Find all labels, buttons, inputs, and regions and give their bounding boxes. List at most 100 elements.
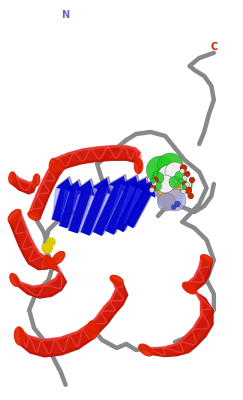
Polygon shape bbox=[93, 184, 113, 232]
Polygon shape bbox=[80, 178, 111, 236]
Polygon shape bbox=[20, 338, 93, 357]
Polygon shape bbox=[124, 181, 155, 228]
Ellipse shape bbox=[184, 284, 195, 292]
Circle shape bbox=[182, 176, 187, 180]
Polygon shape bbox=[139, 283, 213, 357]
Polygon shape bbox=[94, 174, 129, 234]
Circle shape bbox=[188, 193, 194, 199]
Circle shape bbox=[164, 189, 186, 211]
Circle shape bbox=[146, 156, 174, 184]
Ellipse shape bbox=[49, 158, 58, 174]
Ellipse shape bbox=[10, 274, 19, 286]
Polygon shape bbox=[151, 292, 213, 357]
Circle shape bbox=[152, 181, 157, 186]
Circle shape bbox=[158, 165, 180, 187]
Polygon shape bbox=[52, 178, 73, 222]
Circle shape bbox=[184, 171, 190, 177]
Circle shape bbox=[179, 178, 183, 183]
Circle shape bbox=[180, 169, 185, 174]
Ellipse shape bbox=[139, 344, 153, 356]
Ellipse shape bbox=[87, 321, 97, 339]
Polygon shape bbox=[53, 145, 141, 160]
Circle shape bbox=[149, 188, 154, 192]
Ellipse shape bbox=[9, 172, 16, 184]
Text: N: N bbox=[61, 10, 70, 20]
Ellipse shape bbox=[28, 212, 40, 220]
Circle shape bbox=[153, 177, 158, 183]
Circle shape bbox=[180, 164, 187, 172]
Polygon shape bbox=[115, 178, 148, 232]
Polygon shape bbox=[28, 163, 54, 214]
Circle shape bbox=[151, 178, 156, 183]
Text: C: C bbox=[210, 42, 217, 52]
Polygon shape bbox=[68, 180, 95, 234]
Polygon shape bbox=[86, 277, 128, 333]
Polygon shape bbox=[93, 176, 127, 236]
Circle shape bbox=[154, 167, 176, 189]
Ellipse shape bbox=[52, 162, 64, 170]
Polygon shape bbox=[194, 262, 212, 291]
Polygon shape bbox=[82, 176, 113, 234]
Circle shape bbox=[181, 189, 186, 194]
Ellipse shape bbox=[110, 275, 123, 285]
Circle shape bbox=[169, 176, 181, 188]
Polygon shape bbox=[28, 163, 64, 219]
Ellipse shape bbox=[14, 327, 25, 345]
Polygon shape bbox=[12, 182, 36, 194]
Polygon shape bbox=[19, 321, 93, 357]
Polygon shape bbox=[17, 267, 66, 298]
Polygon shape bbox=[139, 283, 202, 348]
Polygon shape bbox=[11, 256, 61, 288]
Circle shape bbox=[174, 201, 180, 207]
Polygon shape bbox=[106, 174, 141, 234]
Polygon shape bbox=[97, 282, 128, 333]
Polygon shape bbox=[9, 221, 54, 270]
Polygon shape bbox=[184, 256, 203, 286]
Polygon shape bbox=[126, 179, 157, 227]
Ellipse shape bbox=[52, 252, 65, 264]
Polygon shape bbox=[9, 210, 64, 270]
Polygon shape bbox=[86, 277, 117, 328]
Circle shape bbox=[182, 185, 187, 190]
Polygon shape bbox=[53, 159, 141, 174]
Ellipse shape bbox=[201, 255, 212, 264]
Circle shape bbox=[189, 177, 195, 183]
Polygon shape bbox=[53, 176, 75, 220]
Circle shape bbox=[156, 175, 174, 193]
Circle shape bbox=[165, 162, 185, 182]
Circle shape bbox=[150, 185, 156, 191]
Polygon shape bbox=[59, 190, 70, 226]
Polygon shape bbox=[12, 172, 37, 184]
Polygon shape bbox=[12, 172, 37, 194]
Circle shape bbox=[157, 183, 183, 209]
Ellipse shape bbox=[33, 174, 40, 186]
Polygon shape bbox=[105, 184, 126, 231]
Circle shape bbox=[153, 172, 158, 176]
Polygon shape bbox=[115, 186, 135, 228]
Circle shape bbox=[182, 181, 188, 187]
Circle shape bbox=[157, 176, 181, 200]
Polygon shape bbox=[39, 168, 64, 219]
Circle shape bbox=[157, 193, 175, 211]
Polygon shape bbox=[53, 145, 141, 174]
Polygon shape bbox=[70, 178, 96, 232]
Polygon shape bbox=[19, 321, 92, 341]
Ellipse shape bbox=[86, 325, 99, 335]
Polygon shape bbox=[61, 179, 84, 227]
Ellipse shape bbox=[44, 256, 53, 268]
Polygon shape bbox=[124, 188, 142, 224]
Polygon shape bbox=[52, 188, 60, 220]
Ellipse shape bbox=[134, 158, 143, 174]
Circle shape bbox=[185, 182, 190, 187]
Circle shape bbox=[171, 205, 176, 210]
Ellipse shape bbox=[182, 282, 197, 294]
Circle shape bbox=[185, 186, 192, 194]
Circle shape bbox=[152, 172, 164, 184]
Polygon shape bbox=[184, 256, 212, 291]
Polygon shape bbox=[11, 256, 66, 298]
Polygon shape bbox=[68, 190, 81, 230]
Polygon shape bbox=[116, 176, 150, 231]
Polygon shape bbox=[59, 181, 83, 228]
Circle shape bbox=[152, 181, 162, 191]
Circle shape bbox=[42, 243, 52, 253]
